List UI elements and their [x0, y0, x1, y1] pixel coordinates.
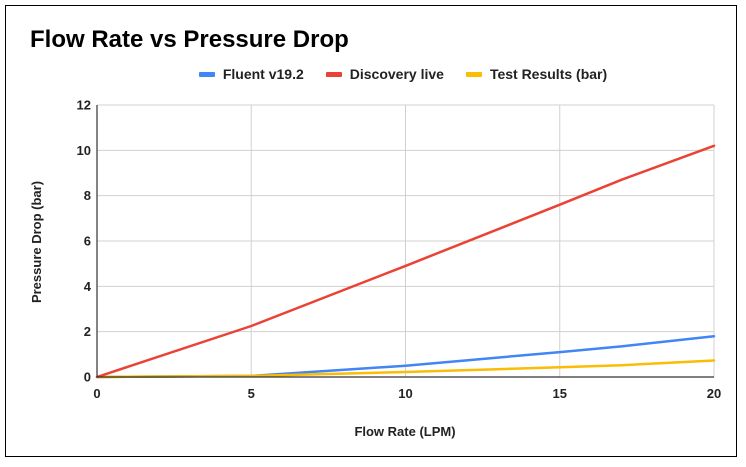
y-tick-label: 8 [84, 188, 91, 203]
series-lines [95, 144, 716, 379]
y-axis-title: Pressure Drop (bar) [29, 181, 44, 303]
y-tick-label: 12 [77, 98, 91, 113]
tick-labels: 0 2 4 6 8 10 12 0 5 10 15 20 [77, 98, 722, 402]
series-line-test-results[interactable] [95, 359, 716, 379]
legend-swatch-discovery [325, 71, 342, 77]
chart-legend: Fluent v19.2 Discovery live Test Results… [0, 66, 746, 82]
axes [96, 105, 714, 378]
x-tick-label: 5 [248, 386, 255, 401]
legend-item-discovery[interactable]: Discovery live [325, 66, 444, 82]
y-tick-label: 2 [84, 324, 91, 339]
chart-title: Flow Rate vs Pressure Drop [30, 26, 349, 53]
y-tick-label: 0 [84, 370, 91, 385]
y-tick-label: 4 [84, 279, 92, 294]
legend-label-fluent: Fluent v19.2 [222, 66, 304, 82]
x-tick-label: 10 [398, 386, 412, 401]
gridlines [97, 104, 715, 377]
y-tick-label: 6 [84, 234, 91, 249]
legend-swatch-fluent [198, 71, 215, 77]
legend-label-discovery: Discovery live [349, 66, 444, 82]
legend-item-test-results[interactable]: Test Results (bar) [465, 66, 608, 82]
x-tick-label: 15 [553, 386, 567, 401]
chart-frame [5, 5, 737, 457]
x-tick-label: 20 [707, 386, 721, 401]
y-tick-label: 10 [77, 143, 91, 158]
legend-swatch-test-results [465, 71, 482, 77]
legend-item-fluent[interactable]: Fluent v19.2 [198, 66, 304, 82]
legend-label-test-results: Test Results (bar) [489, 66, 608, 82]
series-line-discovery[interactable] [95, 144, 716, 379]
x-tick-label: 0 [93, 386, 100, 401]
x-axis-title: Flow Rate (LPM) [354, 424, 455, 439]
